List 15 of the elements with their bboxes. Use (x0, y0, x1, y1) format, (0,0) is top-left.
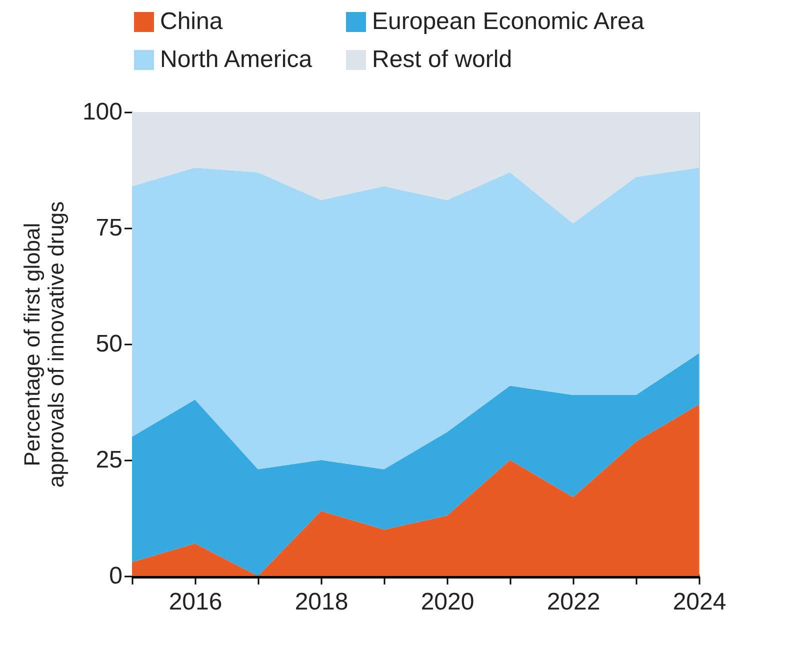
y-tick-label: 50 (96, 330, 122, 358)
legend-label: China (160, 8, 224, 35)
y-tick-label: 75 (96, 214, 122, 242)
legend-label: Rest of world (372, 46, 512, 73)
x-tick-label: 2024 (672, 588, 726, 616)
x-tick-label: 2016 (168, 588, 222, 616)
y-tick-label: 0 (109, 562, 122, 590)
x-tick-label: 2018 (294, 588, 348, 616)
legend-label: European Economic Area (372, 8, 645, 35)
y-axis-title: Percentage of first global approvals of innovative drugs (19, 201, 68, 488)
legend-label: North America (160, 46, 313, 73)
x-tick-label: 2022 (546, 588, 600, 616)
x-tick-label: 2020 (420, 588, 474, 616)
y-tick-label: 100 (82, 98, 122, 126)
y-tick-label: 25 (96, 446, 122, 474)
